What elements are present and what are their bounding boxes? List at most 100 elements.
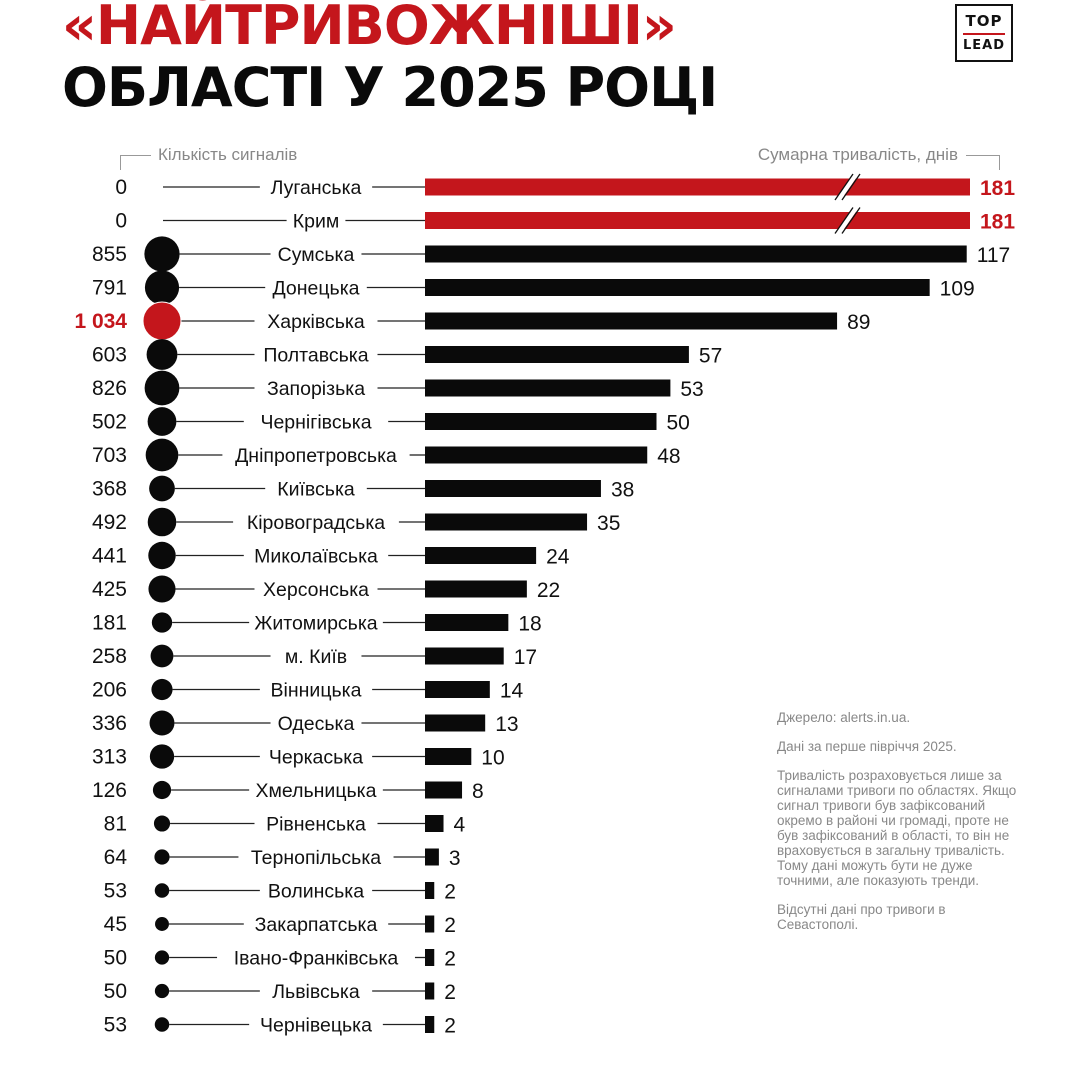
signal-circle	[154, 950, 170, 965]
duration-value-label: 48	[657, 445, 680, 468]
signals-column-header: Кількість сигналів	[158, 145, 298, 164]
duration-bar	[425, 580, 527, 598]
duration-bar	[425, 513, 588, 531]
duration-value-label: 53	[680, 378, 703, 401]
duration-bar	[425, 346, 689, 363]
signal-circle	[154, 983, 170, 999]
axis-break-mark	[841, 173, 861, 201]
duration-bar	[425, 681, 490, 698]
duration-value-label: 117	[977, 244, 1010, 267]
duration-bar	[425, 614, 509, 631]
signal-count-label: 336	[92, 712, 127, 735]
duration-value-label: 2	[444, 914, 456, 937]
duration-value-label: 22	[537, 579, 560, 602]
duration-column-header: Сумарна тривалість, днів	[757, 145, 958, 164]
signal-count-label: 206	[92, 679, 127, 702]
signal-circle	[154, 1017, 170, 1032]
signal-circle	[147, 507, 177, 537]
logo-text-bottom: LEAD	[962, 38, 1006, 53]
signal-count-label: 368	[92, 478, 127, 501]
signal-count-label: 313	[92, 746, 127, 769]
signal-count-label: 181	[92, 612, 127, 635]
title-line-1: «НАЙТРИВОЖНІШІ»	[62, 0, 677, 57]
duration-bar	[425, 982, 435, 1000]
duration-bar	[425, 748, 472, 765]
duration-value-label: 4	[454, 814, 466, 837]
signal-circle	[148, 541, 176, 570]
signal-count-label: 502	[92, 411, 127, 434]
note-method: Тривалість розраховується лише за сигнал…	[777, 768, 1017, 888]
note-missing: Відсутні дані про тривоги в Севастополі.	[777, 902, 946, 932]
note-period: Дані за перше півріччя 2025.	[777, 739, 957, 754]
signal-count-label: 492	[92, 511, 127, 534]
duration-bar	[425, 714, 486, 732]
duration-value-label: 35	[597, 512, 620, 535]
duration-bar	[425, 547, 537, 564]
signal-count-label: 703	[92, 444, 127, 467]
signal-circle	[155, 917, 169, 931]
region-label: Дніпропетровська	[235, 445, 397, 467]
signal-count-label: 53	[104, 1014, 127, 1037]
duration-bar	[425, 781, 463, 799]
duration-bar	[425, 413, 657, 430]
duration-value-label: 3	[449, 847, 461, 870]
signal-count-label: 1 034	[74, 310, 127, 333]
region-label: Київська	[277, 479, 355, 501]
signal-circle	[149, 475, 175, 502]
signal-count-label: 855	[92, 243, 127, 266]
duration-bar	[425, 915, 435, 933]
signal-count-label: 0	[115, 210, 127, 233]
axis-break-mark	[834, 173, 854, 201]
signal-count-label: 826	[92, 377, 127, 400]
signal-count-label: 0	[115, 176, 127, 199]
signal-circle	[153, 815, 171, 832]
signal-count-label: 50	[104, 947, 127, 970]
duration-value-label: 181	[980, 177, 1015, 200]
signal-count-label: 53	[104, 880, 127, 903]
duration-bar	[425, 279, 930, 296]
axis-break-mark	[834, 207, 854, 234]
signal-circle	[150, 644, 174, 668]
duration-bar	[425, 312, 838, 330]
signal-count-label: 64	[104, 846, 128, 869]
duration-bar	[425, 882, 435, 899]
region-label: Івано-Франківська	[234, 948, 399, 970]
region-label: Луганська	[271, 177, 362, 199]
title-line-2: ОБЛАСТІ У 2025 РОЦІ	[62, 56, 718, 119]
region-label: Чернівецька	[260, 1015, 372, 1037]
duration-value-label: 17	[514, 646, 537, 669]
region-label: Закарпатська	[255, 914, 378, 936]
brand-logo: TOP LEAD	[955, 4, 1013, 62]
signal-count-label: 81	[104, 813, 127, 836]
duration-value-label: 18	[518, 613, 541, 636]
duration-value-label: 10	[481, 747, 504, 770]
signal-count-label: 441	[92, 545, 127, 568]
signal-circle	[144, 370, 180, 406]
signal-count-label: 258	[92, 645, 127, 668]
region-label: Одеська	[278, 713, 355, 735]
signal-circle	[152, 780, 172, 800]
duration-bar	[425, 212, 970, 229]
region-label: Львівська	[272, 981, 360, 1003]
region-label: Сумська	[278, 244, 355, 266]
notes-panel: Джерело: alerts.in.ua. Дані за перше пів…	[777, 710, 1027, 946]
duration-value-label: 181	[980, 211, 1015, 234]
signal-circle	[142, 301, 182, 341]
left-header-bracket	[120, 155, 151, 170]
region-label: м. Київ	[285, 646, 347, 668]
duration-value-label: 2	[444, 948, 456, 971]
logo-text-top: TOP	[965, 12, 1003, 30]
signal-count-label: 45	[104, 913, 127, 936]
signal-count-label: 50	[104, 980, 127, 1003]
duration-value-label: 2	[444, 1015, 456, 1038]
region-label: Черкаська	[269, 747, 363, 769]
signal-circle	[154, 849, 170, 865]
duration-bar	[425, 949, 435, 966]
region-label: Житомирська	[254, 613, 377, 635]
region-label: Запорізька	[267, 378, 365, 400]
duration-bar	[425, 1016, 435, 1033]
duration-bar	[425, 815, 444, 832]
region-label: Крим	[293, 211, 340, 233]
region-label: Кіровоградська	[247, 512, 385, 534]
